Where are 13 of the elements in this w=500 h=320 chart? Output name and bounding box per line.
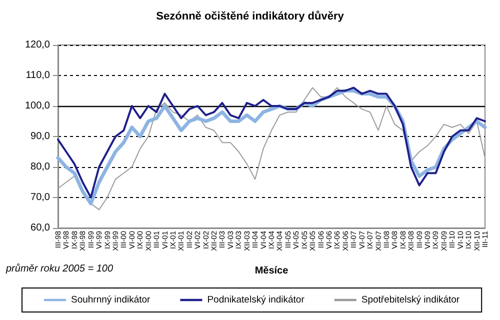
legend-label: Souhrnný indikátor (71, 294, 150, 306)
y-tick-label: 120,0 (24, 40, 50, 50)
chart-title: Sezónně očištěné indikátory důvěry (156, 10, 345, 22)
y-tick-label: 60,0 (30, 222, 50, 234)
text: průměr roku 2005 = 100 (5, 262, 114, 274)
y-tick-label: 90,0 (30, 131, 50, 142)
y-tick-label: 80,0 (30, 162, 50, 172)
legend-label: Podnikatelský indikátor (207, 294, 304, 306)
x-axis-title: Měsíce (254, 266, 289, 276)
y-tick-label: 110,0 (26, 70, 50, 81)
legend-label: Spotřebitelský indikátor (361, 294, 460, 306)
y-tick-label: 100,0 (24, 100, 50, 112)
y-tick-label: 70,0 (30, 192, 50, 203)
